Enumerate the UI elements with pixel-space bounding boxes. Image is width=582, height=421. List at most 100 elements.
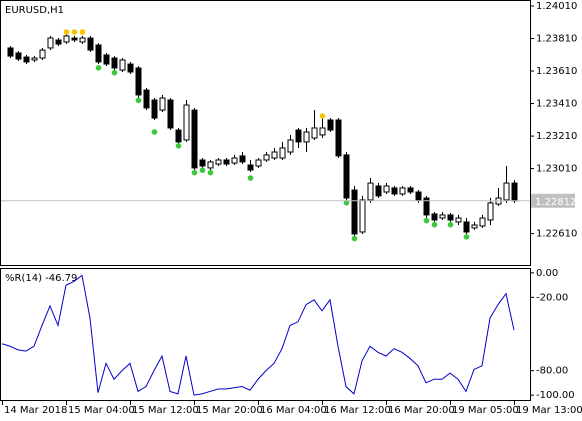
signal-dot [207, 169, 214, 176]
indicator-label: %R(14) -46.79 [5, 273, 77, 284]
y-tick-label: 0.00 [536, 268, 558, 279]
indicator-line [1, 274, 515, 396]
candle-body [47, 37, 54, 49]
candle-body [143, 89, 150, 109]
y-tick-label: -20.00 [536, 292, 568, 303]
candle-body [439, 214, 446, 219]
signal-dot [431, 221, 438, 228]
candle-body [71, 37, 78, 41]
signal-dot [79, 29, 86, 35]
candle-body [479, 217, 486, 227]
candle-body [95, 44, 102, 63]
candle-body [231, 157, 238, 164]
signal-dot [191, 169, 198, 176]
signal-dot [319, 113, 326, 119]
x-tick-label: 16 Mar 20:00 [388, 405, 455, 416]
candle-body [255, 159, 262, 167]
candle-body [39, 49, 46, 59]
y-tick-label: 1.23810 [536, 34, 577, 45]
signal-dot [463, 234, 470, 240]
candle-body [415, 191, 422, 201]
candle-body [223, 159, 230, 165]
candle-body [447, 214, 454, 221]
current-price-label: 1.22812 [535, 197, 576, 208]
candle-body [327, 119, 334, 131]
candle-body [511, 182, 518, 202]
candle-body [367, 182, 374, 201]
candle-body [151, 99, 158, 119]
candle-body [375, 185, 382, 197]
candle-body [343, 154, 350, 199]
candle-body [431, 213, 438, 221]
y-tick-label: 1.22610 [536, 229, 577, 240]
signal-dot [95, 64, 102, 71]
x-tick-label: 16 Mar 04:00 [260, 405, 327, 416]
candle-body [23, 56, 30, 63]
candle-body [175, 129, 182, 143]
candle-body [471, 224, 478, 229]
candle-body [119, 59, 126, 71]
candle-body [215, 159, 222, 165]
candle-body [159, 97, 166, 111]
candle-body [103, 54, 110, 65]
candle-body [423, 197, 430, 216]
candle-body [135, 67, 142, 96]
signal-dot [175, 143, 182, 149]
x-tick-label: 19 Mar 13:00 [516, 405, 582, 416]
candle-body [127, 63, 134, 73]
candle-body [167, 99, 174, 129]
indicator-frame [0, 268, 531, 401]
candle-body [311, 127, 318, 139]
candle-body [191, 109, 198, 169]
signal-dot [63, 29, 70, 35]
signal-dot [423, 217, 430, 224]
candle-body [391, 187, 398, 195]
y-tick-label: 1.24010 [536, 1, 577, 12]
candle-body [503, 182, 510, 201]
candle-body [271, 151, 278, 159]
signal-dot [351, 235, 358, 242]
candle-body [351, 189, 358, 235]
candle-body [183, 104, 190, 141]
candle-body [111, 57, 118, 69]
candle-body [63, 35, 70, 43]
candle-body [359, 199, 366, 233]
y-tick-label: 1.23410 [536, 99, 577, 110]
candle-body [319, 127, 326, 136]
signal-dot [247, 175, 254, 181]
y-tick-label: -100.00 [536, 390, 575, 401]
x-tick-label: 15 Mar 12:00 [132, 405, 199, 416]
y-tick-label: 1.23010 [536, 164, 577, 175]
y-tick-label: -80.00 [536, 366, 568, 377]
candle-body [487, 202, 494, 221]
candle-body [7, 47, 14, 57]
y-tick-label: 1.23610 [536, 66, 577, 77]
x-tick-label: 19 Mar 05:00 [452, 405, 519, 416]
y-tick-label: 1.23210 [536, 131, 577, 142]
candle-body [383, 185, 390, 193]
signal-dot [111, 69, 118, 76]
main-frame [0, 0, 531, 266]
signal-dot [151, 129, 158, 135]
candle-body [399, 187, 406, 195]
candle-body [15, 52, 22, 60]
x-tick-label: 16 Mar 12:00 [324, 405, 391, 416]
candle-body [263, 154, 270, 161]
candle-body [295, 129, 302, 143]
candle-body [79, 37, 86, 43]
signal-dot [343, 199, 350, 206]
candle-body [463, 221, 470, 233]
candle-body [287, 139, 294, 153]
candle-body [407, 187, 414, 193]
candle-body [279, 147, 286, 159]
x-tick-label: 15 Mar 04:00 [68, 405, 135, 416]
signal-dot [71, 29, 78, 35]
candle-body [87, 37, 94, 51]
candle-body [207, 161, 214, 169]
candle-body [335, 119, 342, 157]
candle-body [239, 155, 246, 163]
x-tick-label: 14 Mar 2018 [4, 405, 67, 416]
candle-body [199, 159, 206, 167]
